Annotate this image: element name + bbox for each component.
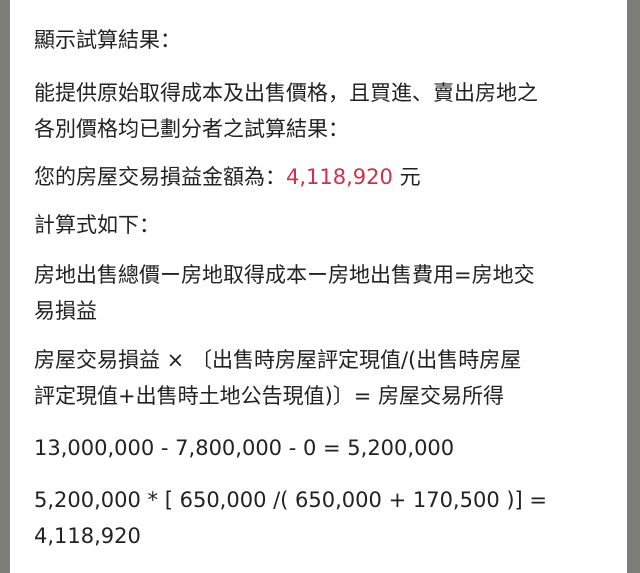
calc-2: 5,200,000 * [ 650,000 /( 650,000 + 170,5… xyxy=(34,482,547,554)
formula-1-line: 易損益 xyxy=(34,299,97,323)
formula-1-line: 房地出售總價ー房地取得成本ー房地出售費用=房地交 xyxy=(34,263,535,287)
result-amount: 4,118,920 xyxy=(286,165,393,189)
intro-line: 各別價格均已劃分者之試算結果： xyxy=(34,117,349,141)
result-unit: 元 xyxy=(392,165,421,189)
result-label: 您的房屋交易損益金額為： xyxy=(34,165,286,189)
result-line: 您的房屋交易損益金額為：4,118,920 元 xyxy=(34,159,421,195)
intro-text: 能提供原始取得成本及出售價格，且買進、賣出房地之 各別價格均已劃分者之試算結果： xyxy=(34,75,538,147)
result-card: 顯示試算結果： 能提供原始取得成本及出售價格，且買進、賣出房地之 各別價格均已劃… xyxy=(10,0,627,573)
calc-2-line: 4,118,920 xyxy=(34,524,141,548)
heading: 顯示試算結果： xyxy=(34,28,181,52)
formula-2-line: 評定現值+出售時土地公告現值)〕= 房屋交易所得 xyxy=(34,384,505,408)
formula-heading: 計算式如下： xyxy=(34,213,160,237)
intro-line: 能提供原始取得成本及出售價格，且買進、賣出房地之 xyxy=(34,81,538,105)
calc-2-line: 5,200,000 * [ 650,000 /( 650,000 + 170,5… xyxy=(34,488,548,512)
formula-2: 房屋交易損益 × 〔出售時房屋評定現值/(出售時房屋 評定現值+出售時土地公告現… xyxy=(34,342,521,414)
calc-1: 13,000,000 - 7,800,000 - 0 = 5,200,000 xyxy=(34,436,455,460)
formula-1: 房地出售總價ー房地取得成本ー房地出售費用=房地交 易損益 xyxy=(34,257,535,329)
formula-2-line: 房屋交易損益 × 〔出售時房屋評定現值/(出售時房屋 xyxy=(34,348,522,372)
